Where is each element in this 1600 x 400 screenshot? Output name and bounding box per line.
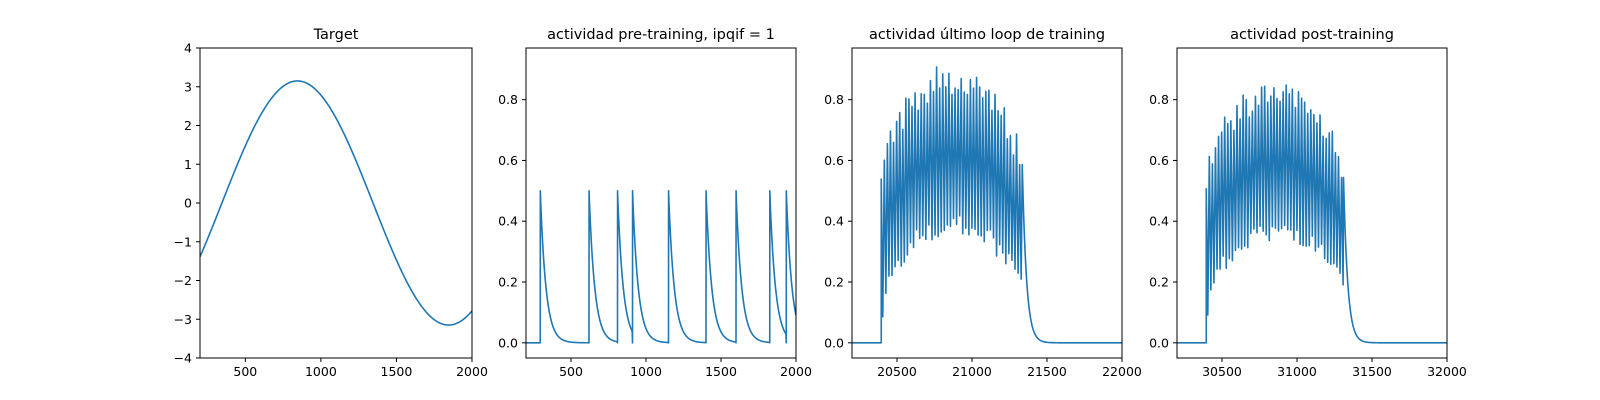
y-tick-label: 0.8 (498, 92, 518, 107)
subplots: Target 500 1000 1500 2000 −4 −3 −2 −1 0 1 2 3 4 activi… (174, 27, 1467, 379)
x-tick-label: 500 (559, 364, 583, 379)
y-tick-label: 0.4 (824, 214, 844, 229)
subplot-1: Target 500 1000 1500 2000 −4 −3 −2 −1 0 1 2 3 4 (174, 27, 488, 379)
y-tick-label: 0.6 (1149, 153, 1169, 168)
series-line (1177, 84, 1447, 344)
x-tick-label: 2000 (780, 364, 812, 379)
x-tick-label: 22000 (1102, 364, 1142, 379)
y-tick-label: 4 (184, 41, 192, 56)
y-tick-label: 0.6 (824, 153, 844, 168)
x-tick-label: 30500 (1202, 364, 1242, 379)
x-tick-label: 21000 (952, 364, 992, 379)
y-tick-label: 2 (184, 118, 192, 133)
chart-title: actividad pre-training, ipqif = 1 (547, 27, 775, 43)
y-tick-label: 0.0 (498, 335, 518, 350)
series-line (200, 80, 472, 326)
x-tick-label: 2000 (456, 364, 488, 379)
subplot-4: actividad post-training 30500 31000 31500 32… (1149, 27, 1467, 379)
x-tick-label: 20500 (877, 364, 917, 379)
axes-frame (199, 47, 473, 359)
y-tick-label: 0.2 (498, 275, 518, 290)
y-tick-label: 3 (184, 79, 192, 94)
x-tick-label: 1500 (705, 364, 737, 379)
y-tick-label: −4 (174, 351, 192, 366)
y-tick-label: 0.6 (498, 153, 518, 168)
series-line (852, 66, 1122, 344)
x-tick-label: 1500 (381, 364, 413, 379)
x-tick-label: 1000 (630, 364, 662, 379)
series-line (526, 190, 796, 344)
subplot-3: actividad último loop de training 20500 21… (824, 27, 1142, 379)
subplot-2: actividad pre-training, ipqif = 1 500 1000… (498, 27, 812, 379)
x-tick-label: 21500 (1027, 364, 1067, 379)
y-tick-label: 0.0 (1149, 335, 1169, 350)
axes-frame (1176, 47, 1448, 359)
y-tick-label: 0.4 (498, 214, 518, 229)
y-tick-label: 0.4 (1149, 214, 1169, 229)
chart-title: actividad post-training (1230, 27, 1394, 43)
y-tick-label: −3 (174, 312, 192, 327)
x-tick-label: 32000 (1427, 364, 1467, 379)
chart-title: actividad último loop de training (869, 27, 1105, 43)
x-tick-label: 500 (233, 364, 257, 379)
y-tick-label: −1 (174, 234, 192, 249)
x-tick-label: 31500 (1352, 364, 1392, 379)
y-tick-label: 0 (184, 196, 192, 211)
y-tick-label: 0.2 (1149, 275, 1169, 290)
x-tick-label: 31000 (1277, 364, 1317, 379)
y-tick-label: 0.0 (824, 335, 844, 350)
y-tick-label: −2 (174, 273, 192, 288)
axes-frame (525, 47, 797, 359)
y-tick-label: 0.2 (824, 275, 844, 290)
x-tick-label: 1000 (305, 364, 337, 379)
chart-title: Target (313, 27, 359, 43)
y-tick-label: 0.8 (1149, 92, 1169, 107)
y-tick-label: 0.8 (824, 92, 844, 107)
y-tick-label: 1 (184, 157, 192, 172)
axes-frame (851, 47, 1123, 359)
